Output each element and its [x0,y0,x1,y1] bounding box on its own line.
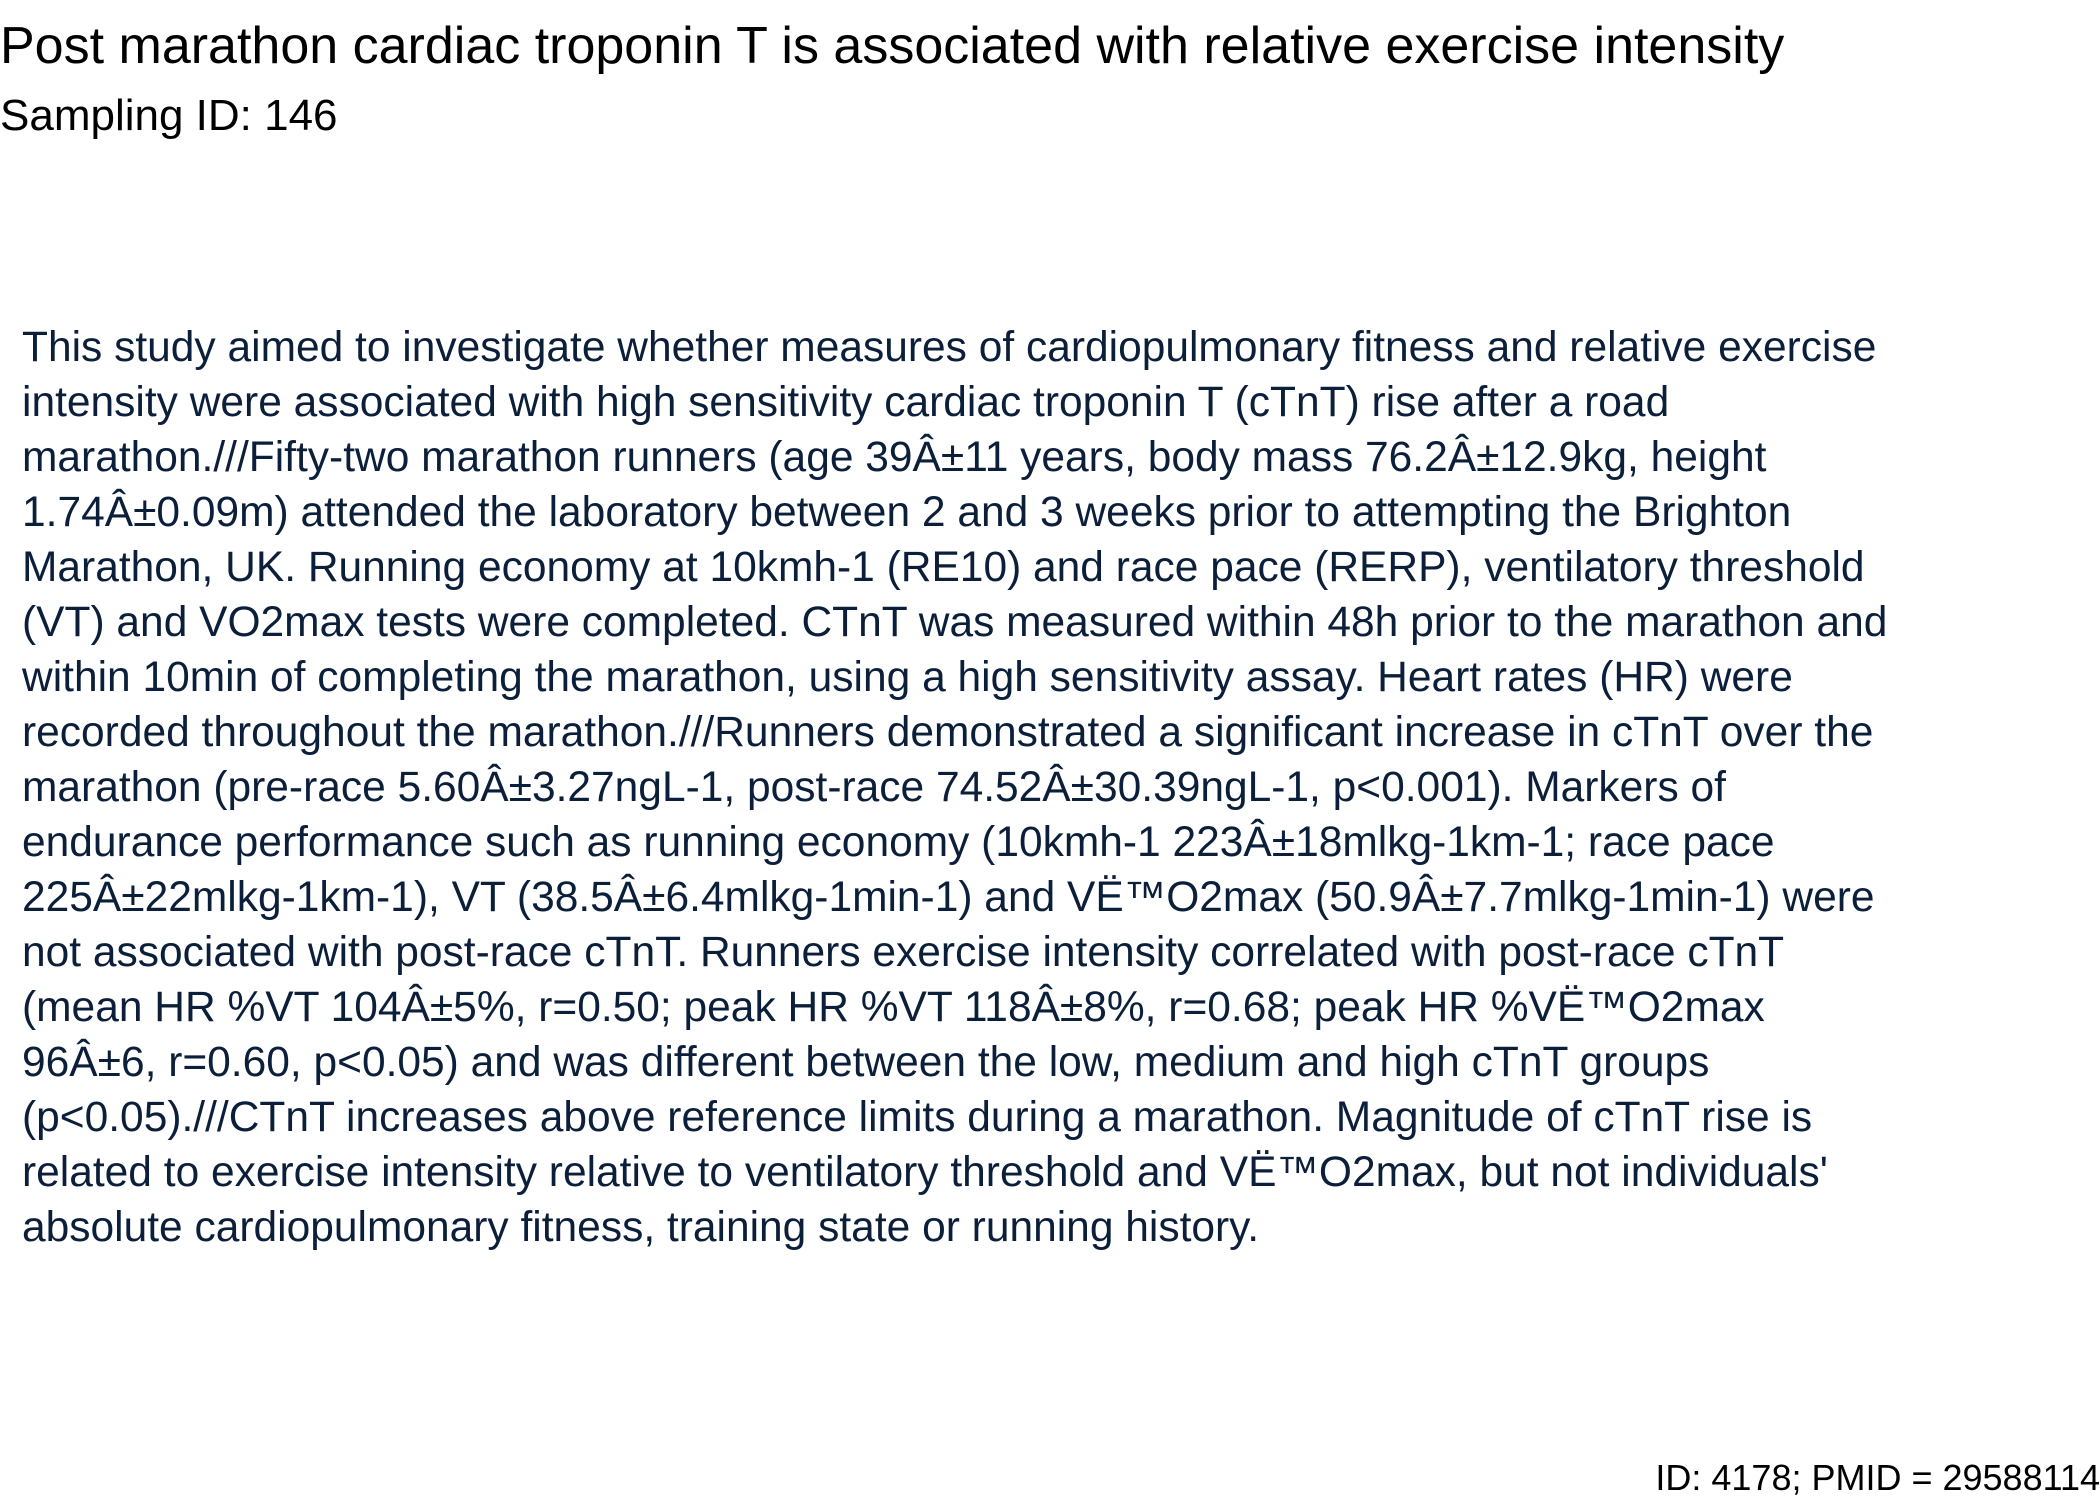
abstract-line: marathon (pre-race 5.60Â±3.27ngL-1, post… [22,764,1726,811]
abstract-line: 225Â±22mlkg-1km-1), VT (38.5Â±6.4mlkg-1m… [22,874,1875,921]
abstract-line: (p<0.05).///CTnT increases above referen… [22,1094,1813,1141]
abstract-line: (VT) and VO2max tests were completed. CT… [22,599,1888,646]
document-id-footer: ID: 4178; PMID = 29588114 [1655,1457,2100,1498]
abstract-line: (mean HR %VT 104Â±5%, r=0.50; peak HR %V… [22,984,1765,1031]
abstract-line: This study aimed to investigate whether … [22,324,1877,371]
sampling-id: Sampling ID: 146 [0,91,338,140]
abstract-line: marathon.///Fifty-two marathon runners (… [22,434,1767,481]
abstract-line: intensity were associated with high sens… [22,379,1670,426]
abstract-line: Marathon, UK. Running economy at 10kmh-1… [22,544,1865,591]
abstract-line: recorded throughout the marathon.///Runn… [22,709,1874,756]
abstract-line: endurance performance such as running ec… [22,819,1775,866]
abstract-line: 1.74Â±0.09m) attended the laboratory bet… [22,489,1792,536]
abstract-line: related to exercise intensity relative t… [22,1149,1828,1196]
abstract-text: This study aimed to investigate whether … [22,320,2082,1255]
document-title: Post marathon cardiac troponin T is asso… [0,17,1785,75]
abstract-line: absolute cardiopulmonary fitness, traini… [22,1204,1260,1251]
abstract-line: 96Â±6, r=0.60, p<0.05) and was different… [22,1039,1710,1086]
abstract-line: not associated with post-race cTnT. Runn… [22,929,1785,976]
abstract-line: within 10min of completing the marathon,… [22,654,1793,701]
